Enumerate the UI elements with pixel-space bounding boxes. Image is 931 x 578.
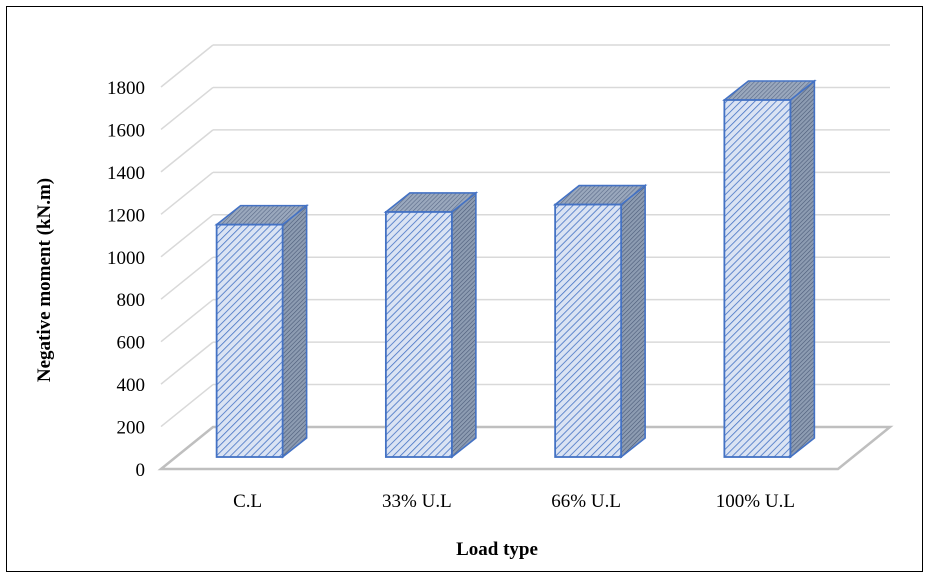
y-tick-label: 1800 <box>107 78 145 99</box>
bar <box>552 183 648 459</box>
y-tick-label: 200 <box>117 418 146 439</box>
bar-front-face <box>384 211 453 458</box>
bar-side-face <box>789 79 816 459</box>
x-category-label: 66% U.L <box>551 491 621 512</box>
chart-floor <box>157 425 894 471</box>
bar-front-face <box>554 203 623 458</box>
gridline-side <box>160 129 214 173</box>
bar-front-face <box>723 99 792 458</box>
floor-outline <box>157 425 894 471</box>
bar <box>214 203 309 459</box>
gridline-side <box>160 44 214 88</box>
x-category-label: 100% U.L <box>716 491 795 512</box>
y-tick-label: 400 <box>117 375 146 396</box>
gridline-side <box>160 383 214 428</box>
y-tick-label: 1000 <box>107 248 145 269</box>
gridline-side <box>160 171 214 215</box>
x-category-label: 33% U.L <box>382 491 452 512</box>
y-tick-label: 1200 <box>107 205 145 226</box>
gridline-side <box>160 86 214 131</box>
x-axis-title: Load type <box>456 539 538 560</box>
y-tick-label: 600 <box>117 333 146 354</box>
gridline-side <box>160 214 214 258</box>
bar-side-face <box>451 191 477 459</box>
gridline-side <box>160 341 214 385</box>
y-tick-label: 0 <box>136 460 146 481</box>
x-axis-category-labels: C.L 33% U.L 66% U.L 100% U.L <box>233 491 795 512</box>
bar-side-face <box>620 183 646 459</box>
gridline-side <box>160 256 214 300</box>
x-category-label: C.L <box>233 491 262 512</box>
bar <box>383 191 479 459</box>
y-tick-label: 1600 <box>107 120 145 141</box>
bar-side-face <box>281 203 308 459</box>
bars <box>214 79 817 459</box>
bar-front-face <box>215 223 284 458</box>
bar <box>722 79 817 459</box>
y-axis-title: Negative moment (kN.m) <box>34 178 55 382</box>
y-tick-label: 800 <box>117 290 146 311</box>
gridline-side <box>160 299 214 343</box>
y-tick-label: 1400 <box>107 163 145 184</box>
y-axis-tick-labels: 0 200 400 600 800 1000 1200 1400 1600 1800 <box>107 78 145 481</box>
